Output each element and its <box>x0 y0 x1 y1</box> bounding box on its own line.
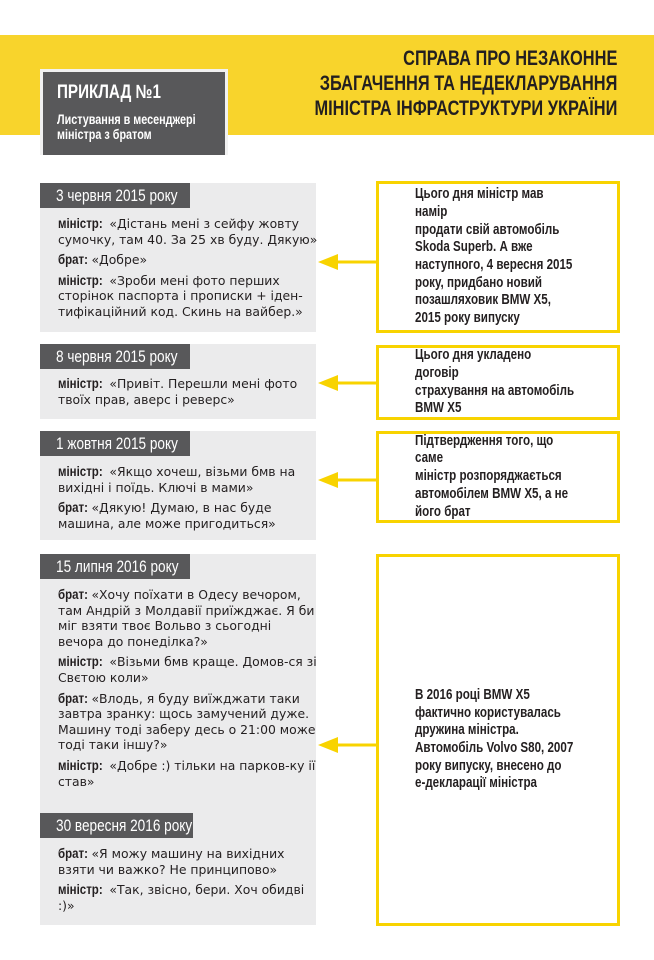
chat-messages: міністр: «Дістань мені з сейфу жовту сум… <box>58 215 318 325</box>
chat-message: брат: «Влодь, я буду виїжджати таки завт… <box>58 689 316 753</box>
chat-message: брат: «Я можу машину на вихідних взяти ч… <box>58 845 285 877</box>
page-title: СПРАВА ПРО НЕЗАКОННЕ ЗБАГАЧЕННЯ ТА НЕДЕК… <box>229 46 617 121</box>
chat-date: 8 червня 2015 року <box>40 344 190 369</box>
chat-panel: 15 липня 2016 року брат: «Хочу поїхати в… <box>40 554 318 925</box>
chat-panel: 1 жовтня 2015 року міністр: «Якщо хочеш,… <box>40 431 316 540</box>
chat-message: брат: «Дякую! Думаю, в нас буде машина, … <box>58 499 276 531</box>
note-box: Цього дня міністр мав намір продати свій… <box>376 181 620 333</box>
chat-date: 15 липня 2016 року <box>40 554 190 579</box>
chat-messages: брат: «Я можу машину на вихідних взяти ч… <box>58 845 318 918</box>
note-box: Цього дня укладено договір страхування н… <box>376 345 620 420</box>
chat-message: міністр: «Дістань мені з сейфу жовту сум… <box>58 215 318 247</box>
chat-messages: міністр: «Якщо хочеш, візьми бмв на вихі… <box>58 463 318 536</box>
chat-panel: 3 червня 2015 року міністр: «Дістань мен… <box>40 183 318 332</box>
title-line: ЗБАГАЧЕННЯ ТА НЕДЕКЛАРУВАННЯ <box>319 72 617 95</box>
note-text: В 2016 році BMW X5 фактично користувалас… <box>415 686 574 792</box>
note-text: Цього дня міністр мав намір продати свій… <box>415 186 573 327</box>
subtitle-line: міністра з братом <box>57 127 152 142</box>
chat-message: міністр: «Так, звісно, бери. Хоч обидві … <box>58 881 305 913</box>
chat-messages: брат: «Хочу поїхати в Одесу вечором, там… <box>58 586 318 794</box>
subtitle-line: Листування в месенджері <box>57 112 196 127</box>
chat-message: брат: «Хочу поїхати в Одесу вечором, там… <box>58 586 315 649</box>
chat-message: міністр: «Якщо хочеш, візьми бмв на вихі… <box>58 463 296 495</box>
chat-message: міністр: «Зроби мені фото перших сторіно… <box>58 271 303 319</box>
chat-message: брат: «Добре» <box>58 251 148 268</box>
arrow-left-icon <box>318 472 376 488</box>
example-label: ПРИКЛАД №1 Листування в месенджері мініс… <box>40 69 228 155</box>
chat-date: 3 червня 2015 року <box>40 183 190 208</box>
note-box: В 2016 році BMW X5 фактично користувалас… <box>376 554 620 926</box>
arrow-left-icon <box>318 375 376 391</box>
example-subtitle: Листування в месенджері міністра з брато… <box>57 112 196 142</box>
note-text: Цього дня укладено договір страхування н… <box>415 347 575 417</box>
arrow-left-icon <box>318 254 376 270</box>
title-line: МІНІСТРА ІНФРАСТРУКТУРИ УКРАЇНИ <box>314 97 617 120</box>
arrow-left-icon <box>318 737 376 753</box>
note-box: Підтвердження того, що саме міністр розп… <box>376 431 620 523</box>
example-title: ПРИКЛАД №1 <box>57 82 161 103</box>
chat-panel: 8 червня 2015 року міністр: «Привіт. Пер… <box>40 344 316 419</box>
chat-date: 30 вересня 2016 року <box>40 813 193 838</box>
note-text: Підтвердження того, що саме міністр розп… <box>415 432 569 520</box>
chat-message: міністр: «Добре :) тільки на парков-ку і… <box>58 756 316 789</box>
chat-messages: міністр: «Привіт. Перешли мені фото твої… <box>58 375 318 412</box>
chat-date: 1 жовтня 2015 року <box>40 431 190 456</box>
chat-message: міністр: «Привіт. Перешли мені фото твої… <box>58 375 298 407</box>
title-line: СПРАВА ПРО НЕЗАКОННЕ <box>402 47 617 70</box>
chat-message: міністр: «Візьми бмв краще. Домов-ся зі … <box>58 653 317 685</box>
